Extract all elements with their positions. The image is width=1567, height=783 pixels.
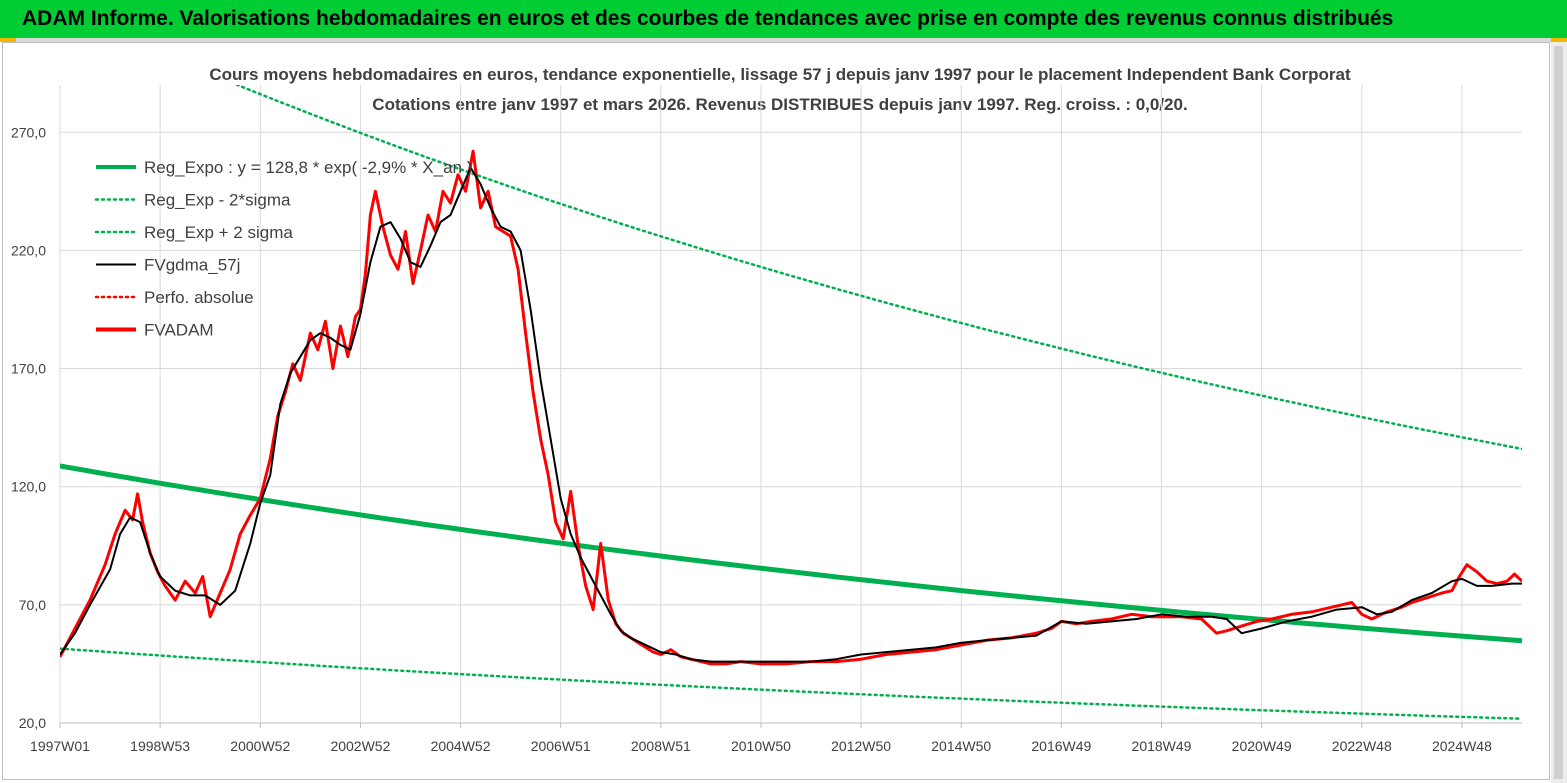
x-tick-label: 2016W49 xyxy=(1031,738,1091,754)
x-tick-label: 1998W53 xyxy=(130,738,190,754)
legend-label-5: FVADAM xyxy=(144,321,214,340)
x-tick-label: 2000W52 xyxy=(230,738,290,754)
y-tick-label: 20,0 xyxy=(19,715,46,731)
y-tick-label: 70,0 xyxy=(19,597,46,613)
x-tick-label: 2014W50 xyxy=(931,738,991,754)
x-tick-label: 2006W51 xyxy=(531,738,591,754)
scrollbar-thumb[interactable] xyxy=(1554,46,1563,779)
chart-title: Cours moyens hebdomadaires en euros, ten… xyxy=(209,65,1351,84)
x-tick-label: 2022W48 xyxy=(1332,738,1392,754)
series-line-5 xyxy=(60,149,1522,666)
y-tick-label: 220,0 xyxy=(11,242,46,258)
x-tick-label: 2024W48 xyxy=(1432,738,1492,754)
x-tick-label: 2002W52 xyxy=(330,738,390,754)
chart-legend: Reg_Expo : y = 128,8 * exp( -2,9% * X_an… xyxy=(94,158,472,340)
x-tick-label: 2012W50 xyxy=(831,738,891,754)
y-tick-label: 270,0 xyxy=(11,124,46,140)
legend-label-0: Reg_Expo : y = 128,8 * exp( -2,9% * X_an… xyxy=(144,158,472,177)
report-title: ADAM Informe. Valorisations hebdomadaire… xyxy=(22,7,1394,30)
x-axis: 1997W01 1998W53 2000W52 2002W52 2004W52 2006W… xyxy=(30,722,1522,754)
legend-label-3: FVgdma_57j xyxy=(144,256,240,275)
series-line-1 xyxy=(60,647,1522,720)
x-tick-label: 2010W50 xyxy=(731,738,791,754)
x-tick-label: 2004W52 xyxy=(431,738,491,754)
x-tick-label: 2020W49 xyxy=(1232,738,1292,754)
legend-label-1: Reg_Exp - 2*sigma xyxy=(144,191,291,210)
header-divider xyxy=(0,38,1567,42)
series-line-0 xyxy=(60,463,1522,644)
chart-subtitle: Cotations entre janv 1997 et mars 2026. … xyxy=(372,95,1187,114)
chart-frame xyxy=(2,42,1550,780)
vertical-scrollbar[interactable] xyxy=(1551,42,1567,783)
legend-label-2: Reg_Exp + 2 sigma xyxy=(144,223,293,242)
series-line-3 xyxy=(60,166,1522,663)
y-tick-label: 170,0 xyxy=(11,361,46,377)
y-tick-label: 120,0 xyxy=(11,479,46,495)
line-chart: Cours moyens hebdomadaires en euros, ten… xyxy=(11,65,1522,754)
x-tick-label: 2018W49 xyxy=(1132,738,1192,754)
x-tick-label: 1997W01 xyxy=(30,738,90,754)
legend-label-4: Perfo. absolue xyxy=(144,288,254,307)
report-banner: ADAM Informe. Valorisations hebdomadaire… xyxy=(0,0,1567,38)
x-tick-label: 2008W51 xyxy=(631,738,691,754)
y-axis: 20,0 70,0 120,0 170,0 220,0 270,0 xyxy=(11,124,46,731)
series-line-2 xyxy=(234,85,1522,451)
plot-area xyxy=(60,85,1522,720)
